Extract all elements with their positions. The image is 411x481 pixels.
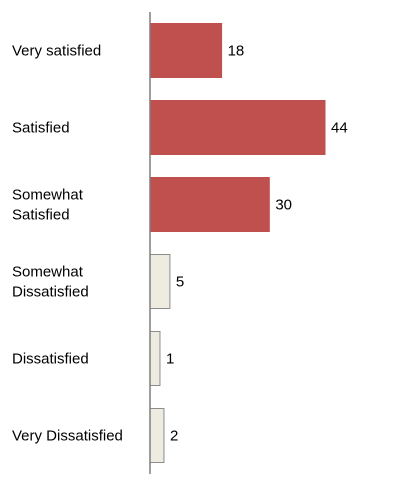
bars-group [149, 23, 326, 463]
value-label-very-satisfied: 18 [228, 43, 245, 60]
category-labels-group: Very satisfied Satisfied Somewhat Satisfied… [12, 43, 123, 445]
bar-somewhat-satisfied [149, 177, 270, 232]
value-labels-group: 18 44 30 5 1 2 [166, 43, 348, 445]
bar-very-dissatisfied [149, 408, 165, 463]
category-label-very-dissatisfied: Very Dissatisfied [12, 428, 123, 445]
value-label-dissatisfied: 1 [166, 351, 174, 368]
value-label-very-dissatisfied: 2 [170, 428, 178, 445]
category-label-line: Somewhat [12, 187, 84, 204]
category-label-line: Dissatisfied [12, 351, 89, 368]
bar-very-satisfied [149, 23, 223, 78]
category-label-line: Dissatisfied [12, 284, 89, 301]
category-label-dissatisfied: Dissatisfied [12, 351, 89, 368]
value-label-somewhat-dissatisfied: 5 [176, 274, 184, 291]
bar-satisfied [149, 100, 326, 155]
bar-somewhat-dissatisfied [149, 254, 171, 309]
category-label-satisfied: Satisfied [12, 120, 70, 137]
category-label-line: Satisfied [12, 207, 70, 224]
bar-dissatisfied [149, 331, 161, 386]
category-label-line: Satisfied [12, 120, 70, 137]
category-label-line: Somewhat [12, 264, 84, 281]
category-label-line: Very satisfied [12, 43, 101, 60]
category-label-line: Very Dissatisfied [12, 428, 123, 445]
value-label-somewhat-satisfied: 30 [275, 197, 292, 214]
category-label-somewhat-satisfied: Somewhat Satisfied [12, 187, 84, 224]
category-label-very-satisfied: Very satisfied [12, 43, 101, 60]
value-label-satisfied: 44 [331, 120, 348, 137]
category-label-somewhat-dissatisfied: Somewhat Dissatisfied [12, 264, 89, 301]
